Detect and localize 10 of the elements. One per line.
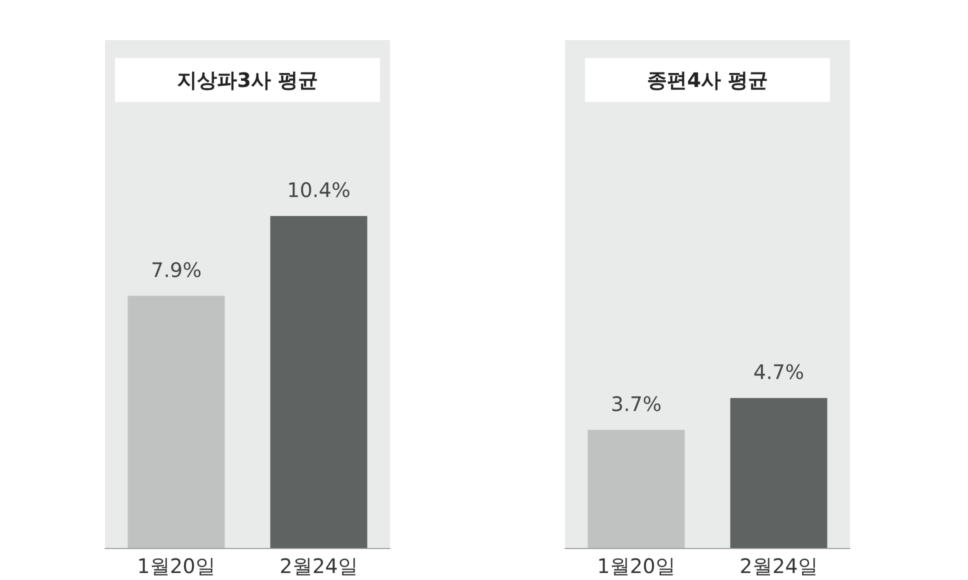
chart-title: 종편4사 평균 (647, 68, 768, 92)
chart-title: 지상파3사 평균 (177, 68, 318, 92)
x-tick-label: 1월20일 (137, 554, 216, 578)
data-label: 7.9% (150, 258, 202, 282)
data-label: 4.7% (753, 360, 804, 384)
x-tick-label: 2월24일 (740, 554, 818, 578)
data-label: 10.4% (286, 178, 351, 202)
data-label: 3.7% (610, 392, 662, 416)
x-tick-label: 1월20일 (597, 554, 676, 578)
x-tick-label: 2월24일 (280, 554, 358, 578)
